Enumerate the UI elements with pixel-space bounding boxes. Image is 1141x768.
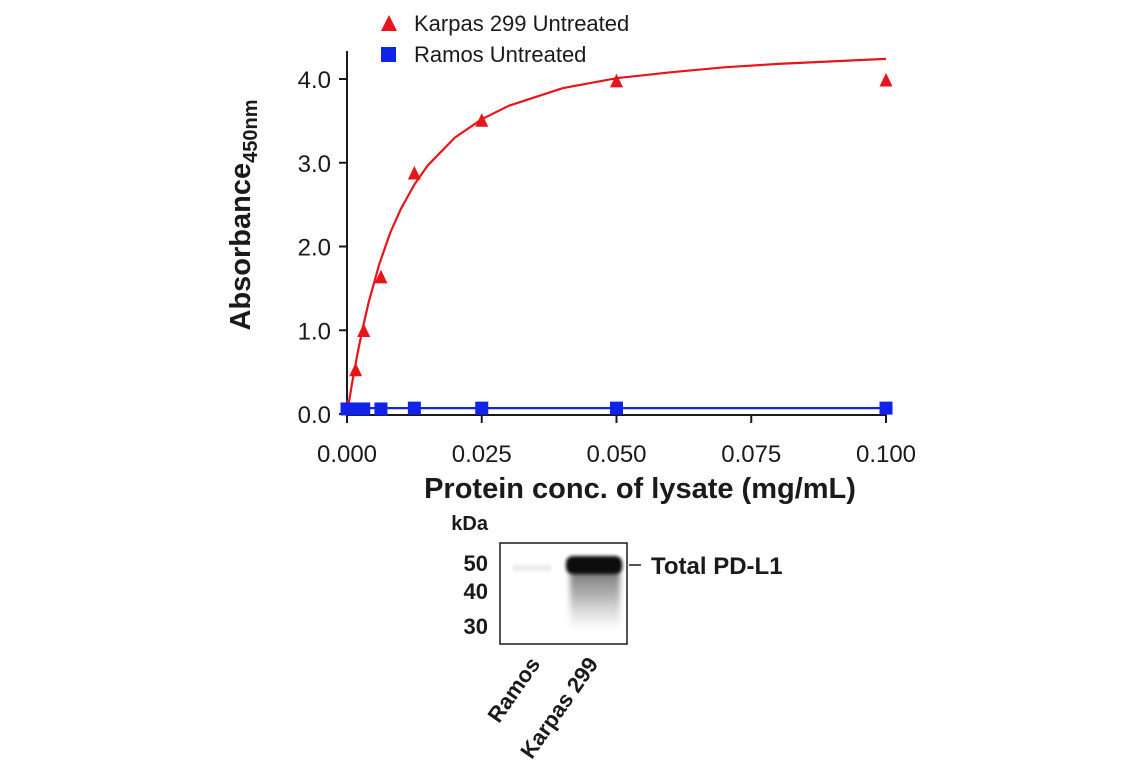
x-tick-label: 0.100 — [856, 441, 916, 468]
y-axis-label-main: Absorbance — [225, 163, 257, 331]
y-axis-label: Absorbance450nm — [225, 100, 262, 331]
legend: Karpas 299 Untreated Ramos Untreated — [381, 11, 629, 67]
data-point-triangle — [407, 165, 421, 180]
data-point-square — [407, 401, 421, 415]
fit-lines — [345, 57, 887, 415]
pdl1-band — [566, 556, 622, 574]
x-tick-label: 0.025 — [452, 441, 512, 468]
western-blot: kDa 50 40 30 Total PD-L1 Ramos Karpas 29… — [451, 513, 782, 763]
legend-square-marker — [381, 47, 396, 62]
mw-marker-40: 40 — [464, 579, 488, 604]
data-point-triangle — [357, 323, 371, 337]
ramos-lane-signal — [512, 565, 552, 571]
data-point-square — [475, 401, 489, 415]
ramos-faint-band — [512, 565, 552, 571]
mw-marker-30: 30 — [464, 614, 488, 639]
y-tick-label: 3.0 — [298, 151, 331, 178]
legend-label-karpas: Karpas 299 Untreated — [414, 11, 629, 36]
data-point-triangle — [879, 72, 893, 87]
y-axis-label-subscript: 450nm — [240, 100, 262, 163]
y-ticks: 0.0 1.0 2.0 3.0 4.0 — [298, 67, 347, 429]
mw-marker-50: 50 — [464, 551, 488, 576]
band-label: Total PD-L1 — [651, 553, 783, 580]
data-markers — [340, 72, 893, 416]
data-point-triangle — [374, 269, 388, 284]
kda-label: kDa — [451, 513, 489, 535]
y-tick-label: 4.0 — [298, 67, 331, 94]
karpas-lane-signal — [566, 556, 622, 632]
legend-label-ramos: Ramos Untreated — [414, 42, 586, 67]
data-point-square — [879, 401, 893, 415]
data-point-square — [610, 401, 623, 415]
absorbance-chart: Karpas 299 Untreated Ramos Untreated 0.0… — [225, 11, 916, 505]
x-tick-label: 0.000 — [317, 441, 377, 468]
x-tick-label: 0.075 — [721, 441, 781, 468]
fit-line-series-0 — [345, 57, 887, 415]
y-tick-label: 1.0 — [298, 318, 331, 345]
lane-label-ramos: Ramos — [483, 653, 546, 727]
y-tick-label: 2.0 — [298, 235, 331, 262]
data-point-square — [357, 402, 371, 416]
x-ticks: 0.000 0.025 0.050 0.075 0.100 — [317, 415, 916, 468]
legend-item-karpas: Karpas 299 Untreated — [381, 11, 629, 36]
x-axis-label: Protein conc. of lysate (mg/mL) — [424, 473, 856, 505]
y-tick-label: 0.0 — [298, 402, 331, 429]
x-tick-label: 0.050 — [586, 441, 646, 468]
data-point-triangle — [349, 362, 363, 377]
data-point-triangle — [475, 113, 489, 127]
data-point-triangle — [610, 73, 623, 88]
axes — [346, 51, 887, 416]
legend-item-ramos: Ramos Untreated — [381, 42, 586, 67]
data-point-square — [374, 402, 388, 416]
legend-triangle-marker — [381, 15, 397, 31]
